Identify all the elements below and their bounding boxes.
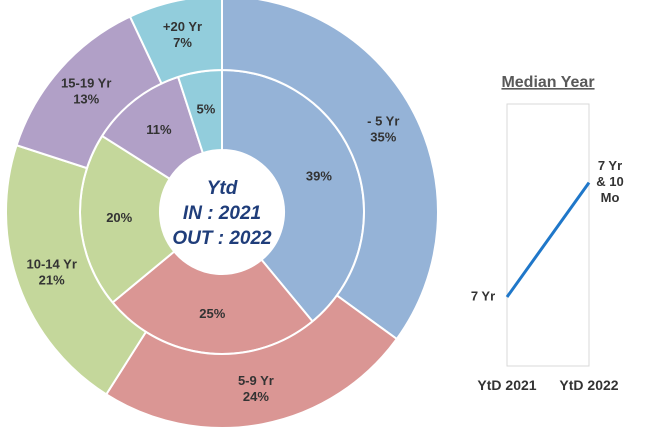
inner-slice-label-10-14-yr: 20% xyxy=(106,210,132,225)
outer-slice-label-10-14-yr: 10-14 Yr 21% xyxy=(27,257,77,288)
inner-slice-label-15-19-yr: 11% xyxy=(146,122,172,137)
outer-slice-label-20-yr: +20 Yr 7% xyxy=(163,19,202,50)
point-label-2022: 7 Yr & 10 Mo xyxy=(596,158,623,205)
outer-slice-label-5-9-yr: 5-9 Yr 24% xyxy=(238,373,274,404)
outer-slice-label-15-19-yr: 15-19 Yr 13% xyxy=(61,76,111,107)
outer-slice-20-yr xyxy=(128,0,223,85)
x-tick-label-1: YtD 2022 xyxy=(559,377,618,393)
donut-chart: 39% 25% 20% 11% 5% - 5 Yr 35% 5-9 Yr 24% 10-14 Yr… xyxy=(5,0,439,429)
inner-slice-label-5-yr: 39% xyxy=(306,169,332,184)
outer-slice-5-9-yr xyxy=(104,294,399,429)
inner-slice-label-20-yr: 5% xyxy=(196,102,215,117)
inner-slice-label-5-9-yr: 25% xyxy=(199,306,225,321)
median-line xyxy=(505,181,591,298)
donut-center-label: Ytd IN : 2021 OUT : 2022 xyxy=(172,178,272,249)
outer-slice-5-yr xyxy=(221,0,439,341)
median-year-chart: Median Year 7 Yr 7 Yr & 10 Mo YtD 2021 YtD 202… xyxy=(471,74,624,393)
point-label-2021: 7 Yr xyxy=(471,288,495,303)
chart-title: Median Year xyxy=(501,74,594,91)
plot-area xyxy=(506,103,590,367)
x-tick-label-0: YtD 2021 xyxy=(477,377,536,393)
outer-slice-10-14-yr xyxy=(5,143,148,396)
outer-slice-label-5-yr: - 5 Yr 35% xyxy=(367,113,399,144)
